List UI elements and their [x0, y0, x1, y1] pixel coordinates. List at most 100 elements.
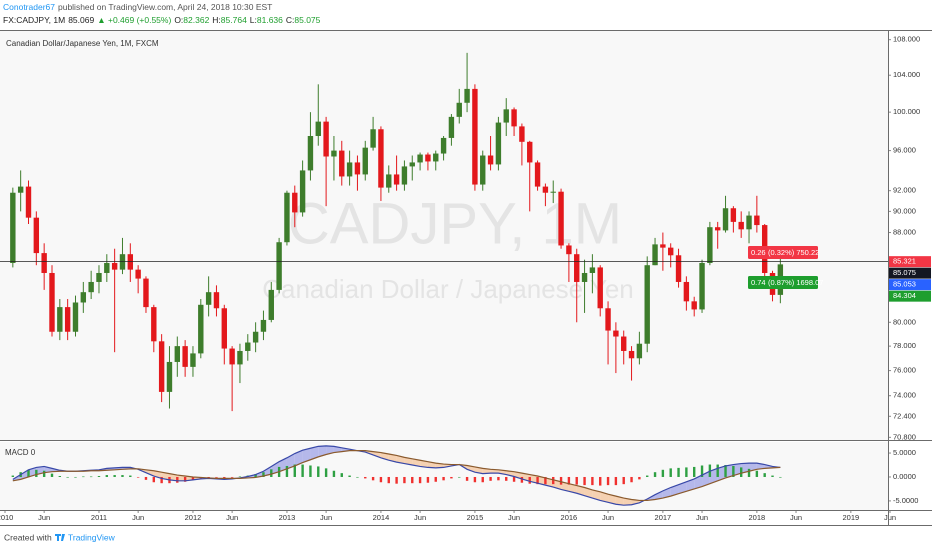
price-tag-label: 85.053	[893, 280, 916, 289]
position-box	[748, 276, 818, 289]
candle-body	[135, 269, 141, 279]
histogram-bar	[379, 476, 383, 483]
histogram-bar	[215, 476, 218, 478]
candle-body	[605, 308, 611, 331]
x-tick-label: Jun	[696, 513, 708, 522]
published-text: published on TradingView.com, April 24, …	[58, 2, 272, 12]
ohlc-value: 85.764	[221, 15, 247, 25]
candle-body	[104, 262, 110, 273]
y-tick-label: 100.000	[893, 107, 920, 116]
histogram-bar	[763, 473, 766, 477]
candle-body	[158, 341, 165, 392]
histogram-bar	[309, 465, 312, 477]
candle-body	[393, 174, 400, 185]
candle-body	[229, 348, 235, 365]
histogram-bar	[113, 475, 116, 477]
histogram-bar	[418, 476, 422, 484]
candle-body	[409, 162, 415, 167]
histogram-bar	[144, 476, 148, 480]
histogram-bar	[591, 476, 594, 486]
candle-body	[299, 170, 306, 213]
x-tick-label: Jun	[884, 513, 896, 522]
x-tick-label: Jun	[790, 513, 802, 522]
macd-fill	[373, 451, 381, 458]
macd-fill	[709, 468, 718, 484]
candle-body	[33, 217, 40, 254]
position-label: 0.26	[751, 248, 766, 257]
histogram-bar	[552, 476, 555, 485]
macd-fill	[655, 490, 663, 500]
histogram-bar	[324, 468, 328, 477]
macd-fill	[741, 463, 750, 474]
x-tick-label: Jun	[226, 513, 238, 522]
symbol: FX:CADJPY, 1M	[3, 15, 65, 25]
histogram-bar	[465, 476, 469, 481]
histogram-bar	[301, 464, 304, 477]
candle-body	[205, 292, 212, 305]
x-tick-label: Jun	[132, 513, 144, 522]
candle-body	[613, 330, 619, 337]
candle-body	[433, 153, 439, 162]
histogram-bar	[630, 476, 633, 483]
histogram-bar	[160, 476, 163, 484]
candle-body	[754, 215, 760, 226]
candle-body	[190, 353, 196, 367]
ohlc-value: 81.636	[257, 15, 283, 25]
candle-body	[80, 292, 87, 303]
histogram-bar	[489, 476, 492, 481]
x-tick-label: 2010	[0, 513, 13, 522]
histogram-bar	[262, 472, 265, 477]
histogram-bar	[544, 476, 547, 485]
x-tick-label: 2017	[655, 513, 672, 522]
candle-body	[660, 244, 666, 248]
histogram-bar	[677, 467, 680, 477]
brand-logo	[55, 534, 65, 541]
footer-brand[interactable]: TradingView	[68, 532, 116, 542]
macd-title: MACD 0	[5, 448, 36, 457]
histogram-bar	[82, 476, 85, 478]
histogram-bar	[395, 476, 398, 484]
macd-line	[12, 450, 781, 502]
candle-body	[456, 102, 462, 117]
histogram-bar	[89, 476, 93, 478]
price-tag	[889, 279, 931, 291]
candle-body	[534, 162, 541, 187]
candle-body	[668, 247, 674, 256]
footer-text: Created with	[4, 532, 52, 542]
candle-body	[566, 245, 572, 255]
position-box	[748, 246, 818, 259]
macd-fill	[568, 483, 577, 494]
candle-body	[182, 346, 188, 367]
macd-fill	[420, 460, 428, 468]
author-link[interactable]: Conotrader67	[3, 2, 55, 12]
histogram-bar	[747, 468, 751, 477]
candle-body	[166, 361, 173, 392]
candle-body	[401, 166, 408, 185]
macd-fill	[608, 494, 616, 505]
position-detail: (0.87%) 1698.07	[768, 278, 823, 287]
histogram-bar	[254, 474, 257, 477]
y-tick-label: 74.000	[893, 391, 916, 400]
macd-fill	[161, 472, 170, 480]
y-tick-label: 70.800	[893, 432, 916, 441]
candle-body	[378, 129, 384, 188]
price-tag	[889, 290, 931, 302]
y-tick-label: 108.000	[893, 35, 920, 44]
histogram-bar	[559, 476, 563, 485]
macd-fill	[615, 496, 624, 506]
histogram-bar	[536, 476, 539, 485]
candle-body	[386, 174, 392, 188]
candle-body	[17, 186, 24, 193]
macd-fill	[529, 474, 538, 484]
candle-body	[96, 272, 102, 282]
x-tick-label: Jun	[602, 513, 614, 522]
macd-fill	[561, 481, 569, 492]
histogram-bar	[364, 476, 367, 479]
histogram-bar	[567, 476, 571, 485]
histogram-bar	[340, 473, 343, 477]
symbol-line: FX:CADJPY, 1M 85.069 ▲ +0.469 (+0.55%) O:82…	[3, 15, 321, 25]
histogram-bar	[285, 465, 289, 477]
last-price: 85.069	[68, 15, 94, 25]
main-plot: 0.26 (0.32%) 750.22 0.74 (0.87%) 1698.07	[0, 52, 888, 412]
candle-body	[597, 267, 603, 309]
